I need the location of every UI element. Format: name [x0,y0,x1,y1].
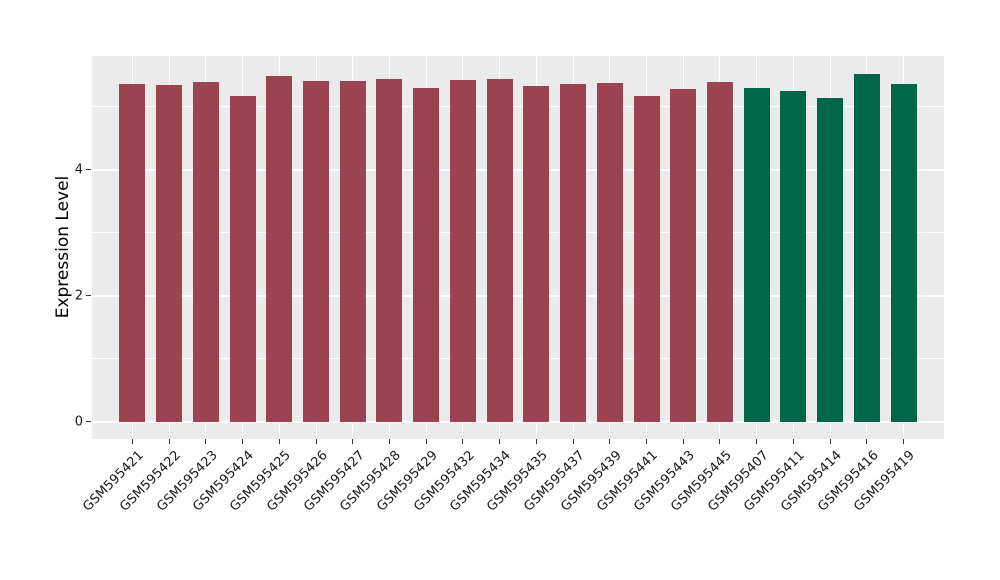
x-tick-mark [242,439,244,444]
minor-gridline [92,358,944,360]
x-tick-mark [388,439,390,444]
x-tick-mark [315,439,317,444]
bar-GSM595435 [523,86,550,422]
x-tick-mark [866,439,868,444]
y-tick-label: 0 [74,414,83,430]
bar-GSM595407 [743,88,770,422]
x-tick-mark [131,439,133,444]
x-tick-mark [352,439,354,444]
x-tick-mark [682,439,684,444]
bar-GSM595416 [853,73,880,422]
x-tick-mark [278,439,280,444]
bar-GSM595427 [339,81,366,422]
major-gridline [92,420,944,423]
bar-GSM595445 [706,81,733,422]
major-gridline [92,294,944,297]
x-tick-mark [499,439,501,444]
bar-GSM595441 [633,96,660,422]
x-tick-mark [646,439,648,444]
x-tick-mark [756,439,758,444]
y-tick-label: 4 [74,162,83,178]
x-tick-mark [719,439,721,444]
bar-GSM595425 [266,76,293,422]
x-tick-mark [609,439,611,444]
bar-GSM595426 [303,80,330,422]
bar-GSM595432 [449,79,476,422]
bar-GSM595414 [817,98,844,422]
x-tick-mark [792,439,794,444]
x-tick-mark [829,439,831,444]
bar-GSM595423 [192,81,219,422]
bar-GSM595424 [229,96,256,422]
minor-gridline [92,105,944,107]
minor-gridline [92,232,944,234]
y-tick-mark [86,295,91,297]
bar-GSM595428 [376,79,403,422]
y-tick-mark [86,421,91,423]
x-tick-mark [425,439,427,444]
x-tick-mark [205,439,207,444]
plot-panel [92,56,944,439]
bar-GSM595422 [156,85,183,422]
x-tick-mark [462,439,464,444]
y-tick-mark [86,169,91,171]
bar-GSM595411 [780,90,807,422]
bar-GSM595434 [486,78,513,422]
bar-GSM595421 [119,83,146,422]
y-tick-label: 2 [74,288,83,304]
bar-GSM595443 [670,89,697,422]
x-tick-mark [572,439,574,444]
bar-GSM595439 [596,82,623,422]
x-tick-mark [168,439,170,444]
x-tick-mark [535,439,537,444]
bar-GSM595437 [560,83,587,422]
bar-GSM595419 [890,84,917,422]
bar-GSM595429 [413,88,440,422]
x-tick-mark [903,439,905,444]
major-gridline [92,168,944,171]
